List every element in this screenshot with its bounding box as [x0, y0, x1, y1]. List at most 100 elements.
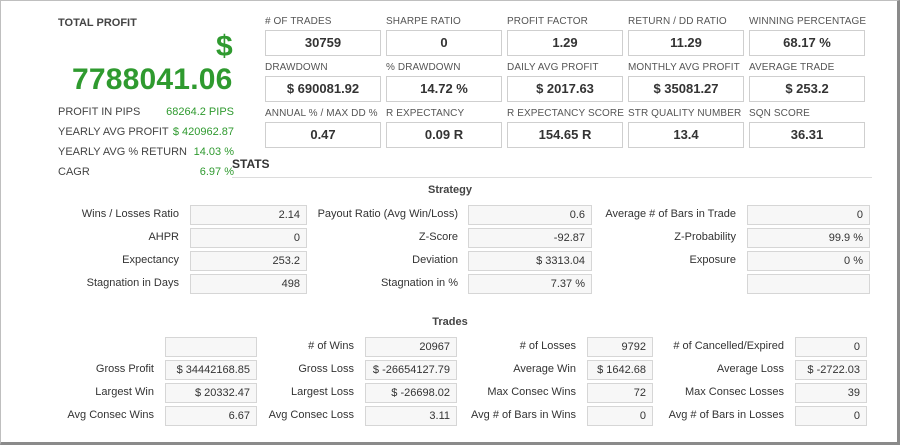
metric-label: MONTHLY AVG PROFIT — [628, 62, 740, 73]
summary-label: PROFIT IN PIPS — [58, 106, 141, 118]
metric-sqn-score: SQN SCORE 36.31 — [749, 108, 865, 148]
stat-label: Wins / Losses Ratio — [81, 208, 179, 220]
trade-label: Avg # of Bars in Wins — [471, 409, 576, 421]
trade-value: 0 — [587, 406, 653, 426]
trade-label: Average Win — [513, 363, 576, 375]
metric-label: WINNING PERCENTAGE — [749, 16, 867, 27]
trade-value: 72 — [587, 383, 653, 403]
metric-label: # OF TRADES — [265, 16, 332, 27]
metric-drawdown: DRAWDOWN $ 690081.92 — [265, 62, 381, 102]
strategy-title: Strategy — [427, 184, 473, 196]
metric-value: 14.72 % — [386, 76, 502, 102]
summary-row-profit-in-pips: PROFIT IN PIPS 68264.2 PIPS — [58, 106, 234, 124]
stat-value: 498 — [190, 274, 307, 294]
stat-value: 7.37 % — [468, 274, 592, 294]
summary-label: YEARLY AVG % RETURN — [58, 146, 187, 158]
summary-row-cagr: CAGR 6.97 % — [58, 166, 234, 184]
metric-average-trade: AVERAGE TRADE $ 253.2 — [749, 62, 865, 102]
trade-value: 0 — [795, 406, 867, 426]
stat-value: 99.9 % — [747, 228, 870, 248]
total-profit-label: TOTAL PROFIT — [58, 17, 137, 29]
metric-label: SQN SCORE — [749, 108, 810, 119]
metric-label: RETURN / DD RATIO — [628, 16, 727, 27]
stat-label: Stagnation in % — [380, 277, 458, 289]
trade-label: Avg Consec Wins — [67, 409, 154, 421]
stat-label: Exposure — [689, 254, 736, 266]
stats-title: STATS — [232, 157, 270, 171]
stat-value: 0 — [190, 228, 307, 248]
metric-value: $ 2017.63 — [507, 76, 623, 102]
trade-label: Gross Profit — [95, 363, 154, 375]
trade-value — [165, 337, 257, 357]
metric-value: 154.65 R — [507, 122, 623, 148]
trade-label: # of Losses — [519, 340, 576, 352]
stat-label: Stagnation in Days — [86, 277, 179, 289]
metric-r-expectancy: R EXPECTANCY 0.09 R — [386, 108, 502, 148]
stat-label: Z-Probability — [674, 231, 736, 243]
metric-label: R EXPECTANCY SCORE — [507, 108, 625, 119]
trade-label: # of Cancelled/Expired — [673, 340, 784, 352]
trade-value: $ -2722.03 — [795, 360, 867, 380]
metric-value: 0.09 R — [386, 122, 502, 148]
trade-value: 0 — [795, 337, 867, 357]
summary-value: 68264.2 PIPS — [166, 106, 234, 118]
trade-value: 3.11 — [365, 406, 457, 426]
metric-label: % DRAWDOWN — [386, 62, 461, 73]
trade-value: $ -26654127.79 — [365, 360, 457, 380]
metric-value: 13.4 — [628, 122, 744, 148]
trades-title: Trades — [432, 316, 468, 328]
stat-label: Average # of Bars in Trade — [605, 208, 736, 220]
metric-label: DAILY AVG PROFIT — [507, 62, 599, 73]
summary-label: YEARLY AVG PROFIT — [58, 126, 169, 138]
trade-label: Avg Consec Loss — [268, 409, 354, 421]
stat-label: Z-Score — [418, 231, 458, 243]
trade-label: Max Consec Wins — [487, 386, 576, 398]
metric-label: ANNUAL % / MAX DD % — [265, 108, 378, 119]
trade-value: $ 1642.68 — [587, 360, 653, 380]
trade-label: Largest Loss — [291, 386, 354, 398]
metric-value: $ 35081.27 — [628, 76, 744, 102]
stat-label: Deviation — [412, 254, 458, 266]
metric-number-of-trades: # OF TRADES 30759 — [265, 16, 381, 56]
stat-value: 0.6 — [468, 205, 592, 225]
metric-label: SHARPE RATIO — [386, 16, 461, 27]
metric-profit-factor: PROFIT FACTOR 1.29 — [507, 16, 623, 56]
divider — [232, 177, 872, 178]
metric-value: 0 — [386, 30, 502, 56]
metric-label: STR QUALITY NUMBER — [628, 108, 742, 119]
metric-value: 1.29 — [507, 30, 623, 56]
metric-value: $ 690081.92 — [265, 76, 381, 102]
metric-value: 0.47 — [265, 122, 381, 148]
metric-str-quality-number: STR QUALITY NUMBER 13.4 — [628, 108, 744, 148]
summary-value: 6.97 % — [199, 166, 234, 178]
metric-label: AVERAGE TRADE — [749, 62, 835, 73]
summary-row-yearly-avg-return: YEARLY AVG % RETURN 14.03 % — [58, 146, 234, 164]
metric-r-expectancy-score: R EXPECTANCY SCORE 154.65 R — [507, 108, 625, 148]
stat-value — [747, 274, 870, 294]
total-profit-value: 7788041.06 — [72, 63, 233, 96]
trade-label: Average Loss — [716, 363, 784, 375]
summary-value: $ 420962.87 — [172, 126, 234, 138]
metric-label: R EXPECTANCY — [386, 108, 465, 119]
metric-daily-avg-profit: DAILY AVG PROFIT $ 2017.63 — [507, 62, 623, 102]
stat-value: $ 3313.04 — [468, 251, 592, 271]
trade-label: Max Consec Losses — [684, 386, 784, 398]
metric-sharpe-ratio: SHARPE RATIO 0 — [386, 16, 502, 56]
summary-label: CAGR — [58, 166, 90, 178]
trade-value: $ -26698.02 — [365, 383, 457, 403]
metric-value: 30759 — [265, 30, 381, 56]
trade-label: # of Wins — [308, 340, 354, 352]
metric-return-dd-ratio: RETURN / DD RATIO 11.29 — [628, 16, 744, 56]
trade-value: 20967 — [365, 337, 457, 357]
trade-value: 6.67 — [165, 406, 257, 426]
summary-row-yearly-avg-profit: YEARLY AVG PROFIT $ 420962.87 — [58, 126, 234, 144]
trade-value: $ 34442168.85 — [165, 360, 257, 380]
metric-annual-max-dd: ANNUAL % / MAX DD % 0.47 — [265, 108, 381, 148]
trade-value: 9792 — [587, 337, 653, 357]
trade-label: Largest Win — [95, 386, 154, 398]
stat-label: AHPR — [148, 231, 179, 243]
stat-value: 0 — [747, 205, 870, 225]
stat-label: Payout Ratio (Avg Win/Loss) — [317, 208, 458, 220]
stat-value: 2.14 — [190, 205, 307, 225]
